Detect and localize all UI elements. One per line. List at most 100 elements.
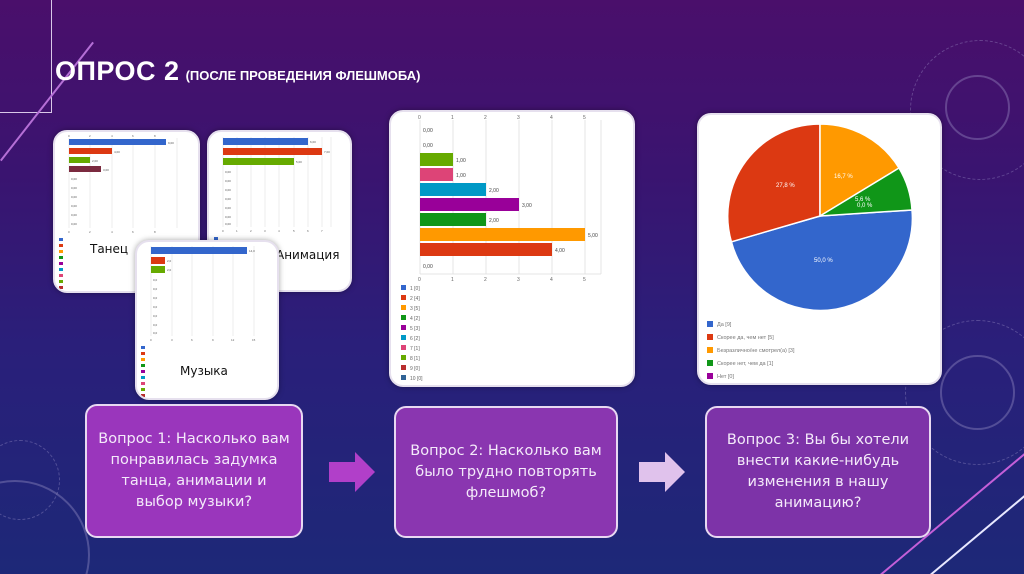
svg-text:2,0: 2,0 bbox=[167, 259, 172, 263]
svg-text:0: 0 bbox=[222, 229, 224, 233]
svg-text:0,0: 0,0 bbox=[153, 323, 158, 327]
svg-text:1,00: 1,00 bbox=[456, 173, 466, 179]
svg-text:6: 6 bbox=[132, 134, 134, 138]
svg-text:1: 1 bbox=[451, 115, 454, 121]
svg-text:2,00: 2,00 bbox=[489, 188, 499, 194]
svg-text:2,0: 2,0 bbox=[167, 268, 172, 272]
svg-text:9 [0]: 9 [0] bbox=[410, 366, 420, 372]
question-3-box: Вопрос 3: Вы бы хотели внести какие-нибу… bbox=[705, 406, 931, 538]
svg-text:2: 2 bbox=[89, 134, 91, 138]
slide-title: ОПРОС 2 (ПОСЛЕ ПРОВЕДЕНИЯ ФЛЕШМОБА) bbox=[55, 56, 420, 87]
decorative-ring bbox=[940, 355, 1015, 430]
svg-text:Нет [0]: Нет [0] bbox=[717, 374, 734, 380]
svg-text:6: 6 bbox=[191, 338, 193, 342]
decorative-ring bbox=[0, 440, 60, 520]
svg-text:0,0: 0,0 bbox=[153, 331, 158, 335]
svg-text:5,00: 5,00 bbox=[588, 233, 598, 239]
question-2-text: Вопрос 2: Насколько вам было трудно повт… bbox=[410, 442, 602, 501]
svg-text:0,00: 0,00 bbox=[71, 177, 77, 181]
svg-text:5,6 %: 5,6 % bbox=[855, 197, 871, 203]
svg-text:5: 5 bbox=[293, 229, 295, 233]
music-chart-card: 14,0 2,0 2,0 0,0 0,0 0,0 0,0 0,0 0,0 0,0 0 3 6 9 12… bbox=[135, 240, 279, 400]
music-caption: Музыка bbox=[180, 364, 228, 378]
svg-text:6,00: 6,00 bbox=[310, 140, 316, 144]
svg-text:7: 7 bbox=[321, 229, 323, 233]
svg-text:6 [2]: 6 [2] bbox=[410, 336, 420, 342]
difficulty-chart-legend: 1 [0] 2 [4] 3 [5] 4 [2] 5 [3] 6 [2] 7 [1… bbox=[401, 285, 423, 382]
dance-chart-legend bbox=[59, 238, 63, 289]
svg-text:5 [3]: 5 [3] bbox=[410, 326, 420, 332]
svg-text:Безразлично/не смотрел(а) [3]: Безразлично/не смотрел(а) [3] bbox=[717, 348, 795, 354]
animation-caption: Анимация bbox=[276, 248, 340, 262]
svg-text:50,0 %: 50,0 % bbox=[814, 258, 833, 264]
svg-text:0: 0 bbox=[150, 338, 152, 342]
svg-text:5: 5 bbox=[583, 277, 586, 283]
svg-text:0,0: 0,0 bbox=[153, 314, 158, 318]
decorative-line bbox=[930, 477, 1024, 574]
svg-text:2: 2 bbox=[250, 229, 252, 233]
svg-text:27,8 %: 27,8 % bbox=[776, 183, 795, 189]
question-2-box: Вопрос 2: Насколько вам было трудно повт… bbox=[394, 406, 618, 538]
svg-text:6: 6 bbox=[132, 230, 134, 234]
svg-text:4,00: 4,00 bbox=[114, 150, 120, 154]
svg-text:8 [1]: 8 [1] bbox=[410, 356, 420, 362]
svg-text:1 [0]: 1 [0] bbox=[410, 286, 420, 292]
question-3-text: Вопрос 3: Вы бы хотели внести какие-нибу… bbox=[726, 432, 910, 511]
svg-text:3,00: 3,00 bbox=[522, 203, 532, 209]
svg-text:3 [5]: 3 [5] bbox=[410, 306, 420, 312]
svg-text:3: 3 bbox=[517, 277, 520, 283]
svg-text:Скорее нет, чем да [1]: Скорее нет, чем да [1] bbox=[717, 361, 774, 367]
decorative-frame bbox=[0, 0, 52, 113]
svg-text:2,00: 2,00 bbox=[489, 218, 499, 224]
svg-text:4: 4 bbox=[278, 229, 280, 233]
music-bar-chart: 14,0 2,0 2,0 0,0 0,0 0,0 0,0 0,0 0,0 0,0 0 3 6 9 12… bbox=[141, 246, 256, 397]
slide-title-main: ОПРОС 2 bbox=[55, 56, 180, 86]
svg-text:Да [9]: Да [9] bbox=[717, 322, 732, 328]
svg-text:7 [1]: 7 [1] bbox=[410, 346, 420, 352]
svg-text:0: 0 bbox=[68, 230, 70, 234]
svg-text:2 [4]: 2 [4] bbox=[410, 296, 420, 302]
svg-text:3: 3 bbox=[171, 338, 173, 342]
svg-text:0,0: 0,0 bbox=[153, 305, 158, 309]
svg-text:9,00: 9,00 bbox=[168, 141, 174, 145]
svg-text:0,00: 0,00 bbox=[225, 206, 231, 210]
question-1-box: Вопрос 1: Насколько вам понравилась заду… bbox=[85, 404, 303, 538]
svg-text:4: 4 bbox=[550, 115, 553, 121]
svg-text:4: 4 bbox=[550, 277, 553, 283]
arrow-right-icon bbox=[639, 452, 685, 492]
svg-text:0,00: 0,00 bbox=[225, 179, 231, 183]
svg-text:0: 0 bbox=[68, 134, 70, 138]
svg-text:1: 1 bbox=[451, 277, 454, 283]
svg-text:2: 2 bbox=[484, 277, 487, 283]
svg-text:0,00: 0,00 bbox=[225, 215, 231, 219]
decorative-ring bbox=[0, 480, 90, 574]
svg-text:0,00: 0,00 bbox=[71, 195, 77, 199]
svg-text:0,00: 0,00 bbox=[71, 204, 77, 208]
svg-text:1,00: 1,00 bbox=[456, 158, 466, 164]
svg-text:0,0: 0,0 bbox=[153, 278, 158, 282]
svg-text:0,00: 0,00 bbox=[225, 188, 231, 192]
svg-text:0,00: 0,00 bbox=[225, 170, 231, 174]
svg-text:12: 12 bbox=[231, 338, 235, 342]
svg-text:3: 3 bbox=[264, 229, 266, 233]
arrow-right-icon bbox=[329, 452, 375, 492]
difficulty-bar-chart: 0 1 2 3 4 5 0 1 2 3 4 5 0,00 0,00 1,00 1,00 2,00 3,00… bbox=[401, 115, 602, 382]
svg-text:7,00: 7,00 bbox=[324, 150, 330, 154]
svg-text:10 [0]: 10 [0] bbox=[410, 376, 423, 382]
animation-bar-chart: 6,00 7,00 5,00 0,00 0,00 0,00 0,00 0,00 0,00 0,… bbox=[214, 137, 332, 247]
svg-text:15: 15 bbox=[252, 338, 256, 342]
svg-text:0,0 %: 0,0 % bbox=[857, 203, 873, 209]
svg-text:1: 1 bbox=[236, 229, 238, 233]
question-1-text: Вопрос 1: Насколько вам понравилась заду… bbox=[98, 431, 290, 510]
svg-text:4,00: 4,00 bbox=[555, 248, 565, 254]
svg-text:0,0: 0,0 bbox=[153, 287, 158, 291]
svg-text:4: 4 bbox=[111, 134, 113, 138]
difficulty-chart-card: 0 1 2 3 4 5 0 1 2 3 4 5 0,00 0,00 1,00 1,00 2,00 3,00… bbox=[389, 110, 635, 387]
svg-text:0,00: 0,00 bbox=[225, 222, 231, 226]
svg-text:2: 2 bbox=[89, 230, 91, 234]
svg-text:0: 0 bbox=[418, 277, 421, 283]
svg-text:0,00: 0,00 bbox=[71, 222, 77, 226]
svg-text:5: 5 bbox=[583, 115, 586, 121]
